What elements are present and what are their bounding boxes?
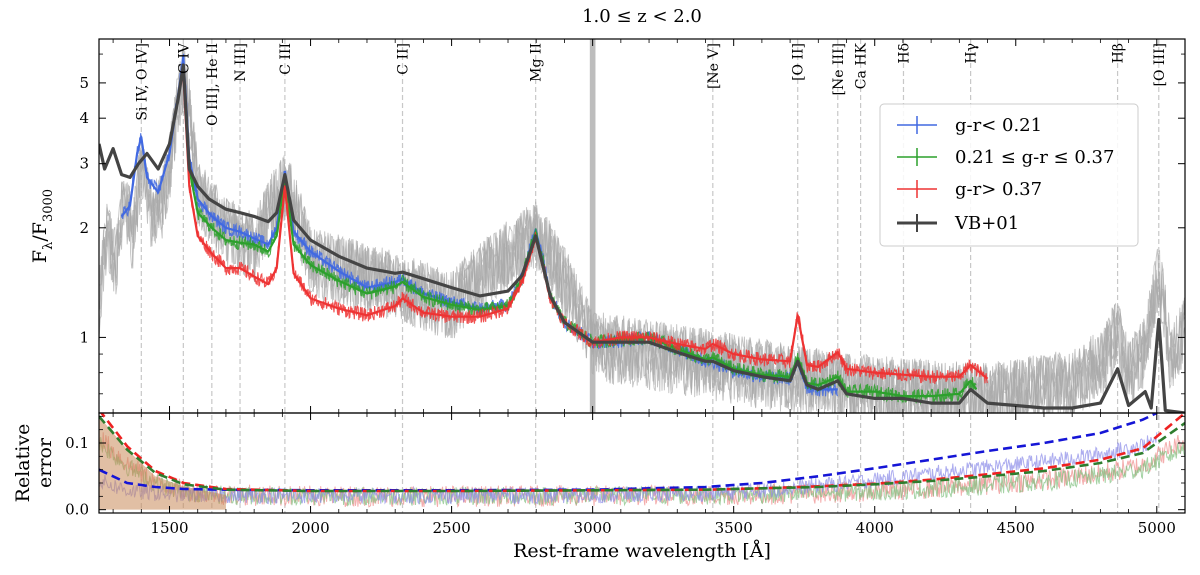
x-tick-label: 5000 [1138,519,1176,537]
main-y-tick-label: 3 [79,155,89,173]
legend: g-r< 0.21 0.21 ≤ g-r ≤ 0.37 g-r> 0.37 VB… [879,103,1139,247]
emission-line-label: C II] [396,43,412,75]
emission-line-label: N III] [233,43,249,82]
main-panel: Si IV, O IV] C IV O III], He II N III] C III… [29,38,1186,513]
x-tick-label: 3500 [715,519,753,537]
emission-line-label: [Ne V] [706,43,722,89]
red-error-dashed-line [99,413,1185,493]
main-y-tick-label: 5 [79,74,89,92]
error-panel-frame [98,412,1186,514]
main-y-axis-ticks: 1 2 3 4 5 [79,53,1185,395]
main-y-tick-label: 1 [79,328,89,346]
x-tick-label: 4500 [997,519,1035,537]
main-y-tick-label: 4 [79,109,89,127]
legend-box [879,103,1139,247]
error-y-axis-ticks: 0.0 0.1 [65,415,1185,519]
normalization-band-rect [589,39,596,413]
green-error-dashed-line [99,415,1185,493]
emission-line-label: [O II] [791,43,807,81]
chart-title: 1.0 ≤ z < 2.0 [582,6,702,27]
x-tick-label: 1500 [150,519,188,537]
emission-line-label: Hβ [1111,43,1127,63]
x-tick-label: 2000 [291,519,329,537]
emission-line-labels: Si IV, O IV] C IV O III], He II N III] C III… [134,42,1168,126]
emission-line-label: Mg II [529,43,545,82]
error-x-axis-ticks: 1500 2000 2500 3000 3500 4000 4500 5000 [112,413,1186,537]
emission-line-label: C III [278,43,294,75]
legend-label-red: g-r> 0.37 [955,179,1042,200]
error-panel: 0.00.1 1500 2000 2500 3000 3500 4000 4500 5000 … [12,412,1186,537]
error-y-axis-title-line2: error [34,437,56,488]
normalization-band [589,39,596,413]
legend-label-blue: g-r< 0.21 [955,115,1042,136]
x-tick-label: 2500 [433,519,471,537]
main-y-tick-label: 2 [79,219,89,237]
emission-line-label: [Ne III] [831,43,847,96]
legend-label-green: 0.21 ≤ g-r ≤ 0.37 [955,147,1114,168]
error-y-tick-label: 0.1 [65,434,89,452]
legend-item-blue: g-r< 0.21 [897,115,1042,136]
x-axis-title: Rest-frame wavelength [Å] [513,540,771,562]
x-tick-label: 3000 [574,519,612,537]
error-series-group [99,413,1185,510]
blue-error-noise [99,432,1158,506]
emission-line-label: Ca HK [854,42,870,89]
main-y-axis-title: Fλ/F3000 [29,189,56,263]
low-wavelength-error-shade [99,416,226,510]
emission-line-label: [O III] [1152,43,1168,86]
emission-line-label: Si IV, O IV] [134,43,150,121]
emission-line-label: Hγ [964,43,980,64]
vb01-composite-line [99,63,1185,413]
error-y-axis-title-line1: Relative [12,424,34,503]
emission-line-label: Hδ [897,43,913,64]
emission-line-label: C IV [176,42,192,74]
emission-line-label: O III], He II [205,43,221,126]
error-y-tick-label: 0.0 [65,501,89,519]
blue-error-dashed-line [99,413,1158,492]
legend-label-vb01: VB+01 [954,213,1019,234]
main-x-axis-ticks [112,39,1186,413]
legend-item-vb01: VB+01 [897,213,1019,234]
main-series-group [99,44,1185,413]
x-tick-label: 4000 [856,519,894,537]
legend-item-red: g-r> 0.37 [897,179,1042,200]
legend-item-green: 0.21 ≤ g-r ≤ 0.37 [897,147,1114,168]
